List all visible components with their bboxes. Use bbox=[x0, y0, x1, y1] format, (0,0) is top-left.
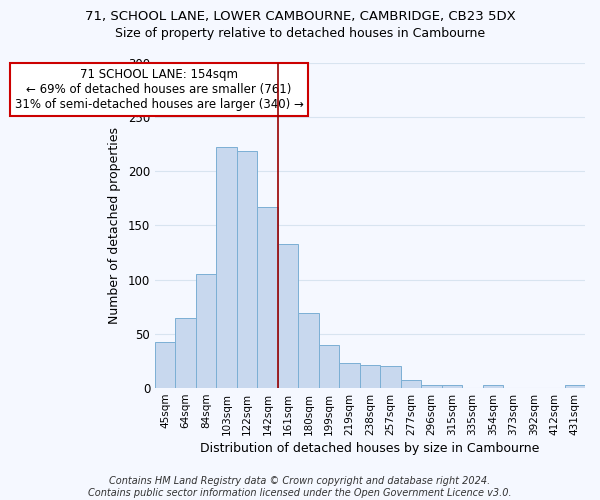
Bar bbox=[482, 385, 503, 388]
Bar bbox=[421, 385, 442, 388]
Bar bbox=[565, 385, 585, 388]
Bar bbox=[257, 207, 278, 388]
Text: Size of property relative to detached houses in Cambourne: Size of property relative to detached ho… bbox=[115, 28, 485, 40]
X-axis label: Distribution of detached houses by size in Cambourne: Distribution of detached houses by size … bbox=[200, 442, 539, 455]
Bar bbox=[380, 366, 401, 388]
Bar bbox=[196, 274, 217, 388]
Bar bbox=[442, 385, 462, 388]
Text: 71, SCHOOL LANE, LOWER CAMBOURNE, CAMBRIDGE, CB23 5DX: 71, SCHOOL LANE, LOWER CAMBOURNE, CAMBRI… bbox=[85, 10, 515, 23]
Bar bbox=[155, 342, 175, 388]
Bar bbox=[298, 313, 319, 388]
Bar bbox=[237, 152, 257, 388]
Bar bbox=[360, 366, 380, 388]
Bar bbox=[401, 380, 421, 388]
Text: 71 SCHOOL LANE: 154sqm
← 69% of detached houses are smaller (761)
31% of semi-de: 71 SCHOOL LANE: 154sqm ← 69% of detached… bbox=[14, 68, 304, 111]
Bar bbox=[175, 318, 196, 388]
Y-axis label: Number of detached properties: Number of detached properties bbox=[108, 127, 121, 324]
Bar bbox=[278, 244, 298, 388]
Bar bbox=[319, 344, 339, 388]
Bar bbox=[339, 363, 360, 388]
Text: Contains HM Land Registry data © Crown copyright and database right 2024.
Contai: Contains HM Land Registry data © Crown c… bbox=[88, 476, 512, 498]
Bar bbox=[217, 147, 237, 388]
